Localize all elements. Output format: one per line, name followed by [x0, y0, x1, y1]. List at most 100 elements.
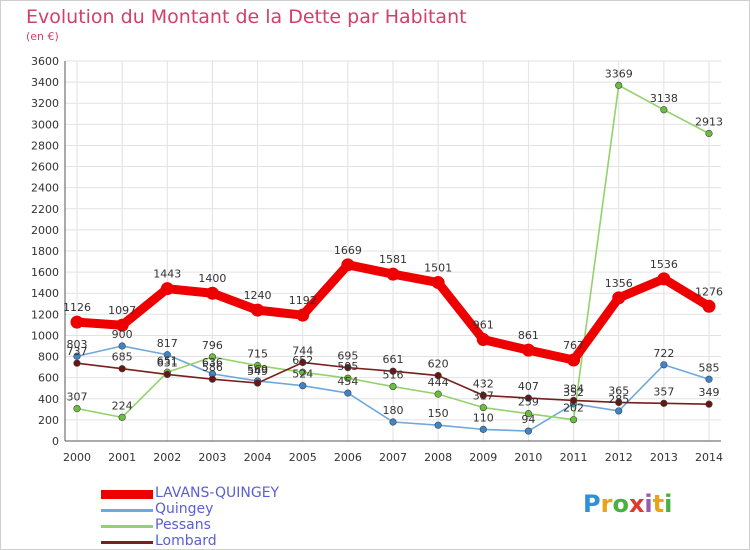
- logo-letter: x: [628, 490, 645, 518]
- data-label: 357: [653, 385, 674, 398]
- data-label: 767: [563, 339, 584, 352]
- y-tick-label: 1000: [31, 329, 59, 342]
- data-point: [705, 400, 713, 408]
- y-tick-label: 2000: [31, 224, 59, 237]
- data-point: [705, 375, 713, 383]
- data-label: 803: [67, 338, 88, 351]
- data-point: [389, 367, 397, 375]
- data-point: [73, 352, 81, 360]
- data-label: 384: [563, 382, 584, 395]
- data-point: [208, 353, 217, 361]
- y-tick-label: 600: [38, 372, 59, 385]
- data-label: 1126: [63, 301, 91, 314]
- y-tick-label: 2600: [31, 161, 59, 174]
- legend-swatch-lombard: [101, 541, 153, 544]
- x-tick-label: 2008: [424, 451, 452, 464]
- legend-swatch-quingey: [101, 509, 153, 512]
- data-label: 620: [428, 358, 449, 371]
- data-label: 516: [383, 369, 404, 382]
- data-point: [524, 394, 533, 402]
- y-tick-label: 3600: [31, 55, 59, 68]
- proxiti-logo: Proxiti: [583, 490, 672, 518]
- logo-letter: r: [600, 490, 613, 518]
- chart-subtitle: (en €): [26, 30, 59, 43]
- data-label: 444: [428, 376, 449, 389]
- x-tick-label: 2007: [379, 451, 407, 464]
- data-label: 202: [563, 402, 584, 415]
- x-tick-label: 2002: [153, 451, 181, 464]
- y-tick-label: 0: [52, 435, 59, 448]
- data-label: 524: [292, 368, 313, 381]
- data-label: 661: [383, 353, 404, 366]
- data-point: [705, 129, 713, 138]
- data-point: [524, 410, 533, 418]
- data-label: 737: [67, 345, 88, 358]
- data-label: 317: [473, 390, 494, 403]
- data-point: [389, 418, 397, 426]
- data-point: [660, 399, 668, 407]
- data-point: [612, 291, 626, 305]
- legend-label-quingey: Quingey: [155, 501, 214, 517]
- data-point: [660, 106, 668, 114]
- data-label: 307: [67, 391, 88, 404]
- data-label: 1501: [424, 262, 452, 275]
- y-tick-label: 3200: [31, 97, 59, 110]
- x-tick-label: 2011: [560, 451, 588, 464]
- data-label: 549: [247, 365, 268, 378]
- data-label: 2913: [695, 116, 723, 129]
- data-label: 1356: [605, 277, 633, 290]
- data-point: [434, 421, 442, 429]
- x-tick-label: 2010: [514, 451, 542, 464]
- y-tick-label: 2800: [31, 139, 59, 152]
- data-label: 722: [653, 347, 674, 360]
- data-label: 285: [608, 393, 629, 406]
- data-point: [73, 404, 81, 413]
- data-point: [118, 413, 126, 421]
- data-point: [253, 361, 262, 370]
- logo-letter: i: [644, 490, 653, 518]
- data-label: 1400: [198, 272, 226, 285]
- data-label: 961: [473, 319, 494, 332]
- y-tick-label: 2400: [31, 182, 59, 195]
- data-point: [434, 390, 442, 398]
- y-tick-label: 1600: [31, 266, 59, 279]
- data-label: 586: [202, 361, 223, 374]
- logo-letter: o: [612, 490, 629, 518]
- data-label: 259: [518, 396, 539, 409]
- data-point: [615, 398, 623, 407]
- data-point: [163, 351, 171, 359]
- data-point: [70, 315, 84, 329]
- y-tick-label: 1200: [31, 308, 59, 321]
- data-label: 695: [337, 350, 358, 363]
- legend-item-quingey: Quingey: [101, 501, 361, 518]
- legend: LAVANS-QUINGEY Quingey Pessans Lombard: [101, 485, 361, 549]
- x-tick-label: 2003: [198, 451, 226, 464]
- data-label: 3138: [650, 92, 678, 105]
- data-point: [296, 308, 310, 322]
- data-label: 1097: [108, 304, 136, 317]
- data-point: [479, 403, 487, 412]
- data-label: 1669: [334, 244, 362, 257]
- data-label: 1192: [289, 294, 317, 307]
- data-label: 861: [518, 329, 539, 342]
- data-point: [479, 391, 487, 400]
- data-point: [615, 407, 623, 415]
- data-point: [160, 282, 174, 296]
- data-label: 651: [157, 354, 178, 367]
- legend-item-lavans-quingey: LAVANS-QUINGEY: [101, 485, 361, 502]
- x-tick-label: 2000: [63, 451, 91, 464]
- data-label: 94: [521, 413, 535, 426]
- data-label: 3369: [605, 67, 633, 80]
- data-point: [479, 425, 487, 433]
- y-tick-label: 800: [38, 351, 59, 364]
- data-label: 1240: [244, 289, 272, 302]
- data-label: 224: [112, 399, 133, 412]
- data-point: [657, 272, 671, 286]
- data-point: [73, 359, 81, 367]
- data-label: 110: [473, 411, 494, 424]
- data-point: [251, 303, 265, 317]
- data-point: [208, 375, 217, 383]
- data-label: 796: [202, 339, 223, 352]
- y-tick-label: 3400: [31, 76, 59, 89]
